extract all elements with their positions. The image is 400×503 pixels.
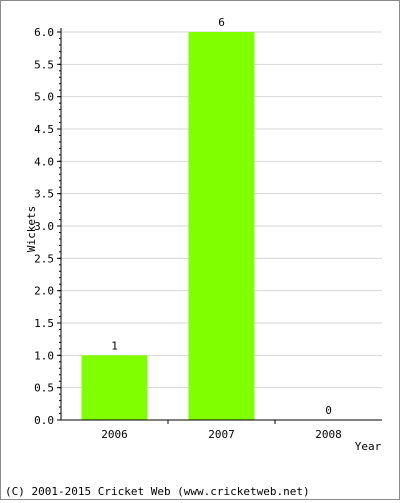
- y-tick-label: 3.5: [34, 188, 54, 201]
- y-tick-labels: 0.0 0.5 1.0 1.5 2.0 2.5 3.0 3.5 4.0 4.5 5.0 5.5 6.0: [34, 26, 54, 427]
- y-tick-label: 1.5: [34, 317, 54, 330]
- y-tick-label: 5.5: [34, 58, 54, 71]
- y-tick-label: 0.0: [34, 414, 54, 427]
- data-label-2006: 1: [111, 339, 118, 352]
- x-axis-title: Year: [355, 440, 382, 453]
- y-tick-label: 3.0: [34, 220, 54, 233]
- y-tick-label: 0.5: [34, 382, 54, 395]
- x-tick-label: 2006: [101, 428, 128, 441]
- y-tick-label: 2.5: [34, 252, 54, 265]
- y-axis-title: Wickets: [25, 206, 38, 252]
- bars: [81, 32, 255, 420]
- data-labels: 1 6 0: [111, 16, 332, 417]
- y-tick-label: 1.0: [34, 349, 54, 362]
- data-label-2008: 0: [325, 404, 332, 417]
- axes: [57, 28, 382, 424]
- x-tick-label: 2007: [208, 428, 235, 441]
- x-tick-label: 2008: [315, 428, 342, 441]
- data-label-2007: 6: [218, 16, 225, 29]
- x-tick-labels: 2006 2007 2008: [101, 428, 342, 441]
- copyright-footer: (C) 2001-2015 Cricket Web (www.cricketwe…: [5, 485, 310, 498]
- bar-2007: [188, 32, 255, 420]
- y-tick-label: 6.0: [34, 26, 54, 39]
- y-tick-label: 4.5: [34, 123, 54, 136]
- bar-2006: [81, 355, 148, 420]
- y-tick-label: 2.0: [34, 285, 54, 298]
- y-tick-label: 4.0: [34, 155, 54, 168]
- y-tick-label: 5.0: [34, 91, 54, 104]
